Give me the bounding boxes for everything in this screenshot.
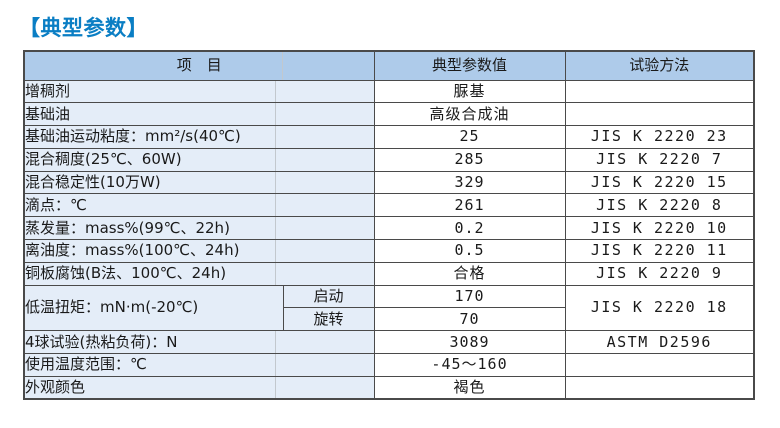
item-cell: 混合稠度(25℃、60W) xyxy=(23,147,375,172)
row-base-oil-viscosity: 基础油运动粘度：mm²/s(40℃) 25 JIS K 2220 23 xyxy=(23,125,755,149)
method-cell: ASTM D2596 xyxy=(564,330,755,355)
method-cell: JIS K 2220 10 xyxy=(564,216,755,241)
row-appearance-color: 外观颜色 褐色 xyxy=(23,375,755,400)
method-cell: JIS K 2220 23 xyxy=(564,125,755,149)
row-temp-range: 使用温度范围：℃ -45～160 xyxy=(23,353,755,377)
value-cell: 褐色 xyxy=(373,375,566,400)
col-header-method: 试验方法 xyxy=(564,50,755,81)
item-cell: 低温扭矩：mN·m(-20℃) xyxy=(23,284,284,332)
row-low-temp-torque-start: 低温扭矩：mN·m(-20℃) 启动 170 JIS K 2220 18 xyxy=(23,284,755,332)
method-cell xyxy=(564,79,755,104)
method-cell: JIS K 2220 8 xyxy=(564,193,755,218)
page-title: 【典型参数】 xyxy=(19,16,148,40)
method-cell xyxy=(564,375,755,400)
method-cell: JIS K 2220 7 xyxy=(564,147,755,172)
value-cell: 25 xyxy=(373,125,566,149)
item-cell: 基础油 xyxy=(23,102,375,127)
item-cell: 基础油运动粘度：mm²/s(40℃) xyxy=(23,125,375,149)
value-cell: 329 xyxy=(373,170,566,195)
value-cell: 70 xyxy=(373,307,566,332)
value-cell: 261 xyxy=(373,193,566,218)
sub-label-cell: 启动 xyxy=(282,284,375,309)
row-worked-penetration: 混合稠度(25℃、60W) 285 JIS K 2220 7 xyxy=(23,147,755,172)
row-four-ball-test: 4球试验(热粘负荷)：N 3089 ASTM D2596 xyxy=(23,330,755,355)
col-header-value: 典型参数值 xyxy=(373,50,566,81)
value-cell: 0.2 xyxy=(373,216,566,241)
row-dropping-point: 滴点：℃ 261 JIS K 2220 8 xyxy=(23,193,755,218)
value-cell: -45～160 xyxy=(373,353,566,377)
row-low-temp-torque-rotate: 旋转 70 xyxy=(24,307,754,332)
value-cell: 170 xyxy=(373,284,566,309)
item-cell: 蒸发量：mass%(99℃、22h) xyxy=(23,216,375,241)
item-cell: 4球试验(热粘负荷)：N xyxy=(23,330,375,355)
method-cell xyxy=(564,102,755,127)
value-cell: 0.5 xyxy=(373,239,566,263)
value-cell: 高级合成油 xyxy=(373,102,566,127)
col-header-item: 项 目 xyxy=(23,50,375,81)
item-cell: 滴点：℃ xyxy=(23,193,375,218)
value-cell: 3089 xyxy=(373,330,566,355)
item-cell: 混合稳定性(10万W) xyxy=(23,170,375,195)
table-header-row: 项 目 典型参数值 试验方法 xyxy=(23,50,755,81)
row-base-oil: 基础油 高级合成油 xyxy=(23,102,755,127)
item-cell: 铜板腐蚀(B法、100℃、24h) xyxy=(23,261,375,286)
row-oil-separation: 离油度：mass%(100℃、24h) 0.5 JIS K 2220 11 xyxy=(23,239,755,263)
method-cell: JIS K 2220 15 xyxy=(564,170,755,195)
row-evaporation: 蒸发量：mass%(99℃、22h) 0.2 JIS K 2220 10 xyxy=(23,216,755,241)
row-copper-corrosion: 铜板腐蚀(B法、100℃、24h) 合格 JIS K 2220 9 xyxy=(23,261,755,286)
method-cell: JIS K 2220 11 xyxy=(564,239,755,263)
item-cell: 离油度：mass%(100℃、24h) xyxy=(23,239,375,263)
spec-table-container: 项 目 典型参数值 试验方法 增稠剂 脲基 基础油 高级合成油 基础油运动粘度：… xyxy=(23,50,756,401)
row-roll-stability: 混合稳定性(10万W) 329 JIS K 2220 15 xyxy=(23,170,755,195)
item-cell: 使用温度范围：℃ xyxy=(23,353,375,377)
value-cell: 285 xyxy=(373,147,566,172)
method-cell: JIS K 2220 9 xyxy=(564,261,755,286)
method-cell xyxy=(564,353,755,377)
item-cell: 增稠剂 xyxy=(23,79,375,104)
row-thickener: 增稠剂 脲基 xyxy=(23,79,755,104)
item-cell: 外观颜色 xyxy=(23,375,375,400)
method-cell: JIS K 2220 18 xyxy=(564,284,755,332)
value-cell: 合格 xyxy=(373,261,566,286)
value-cell: 脲基 xyxy=(373,79,566,104)
sub-label-cell: 旋转 xyxy=(282,307,375,332)
spec-table: 项 目 典型参数值 试验方法 增稠剂 脲基 基础油 高级合成油 基础油运动粘度：… xyxy=(23,50,756,401)
